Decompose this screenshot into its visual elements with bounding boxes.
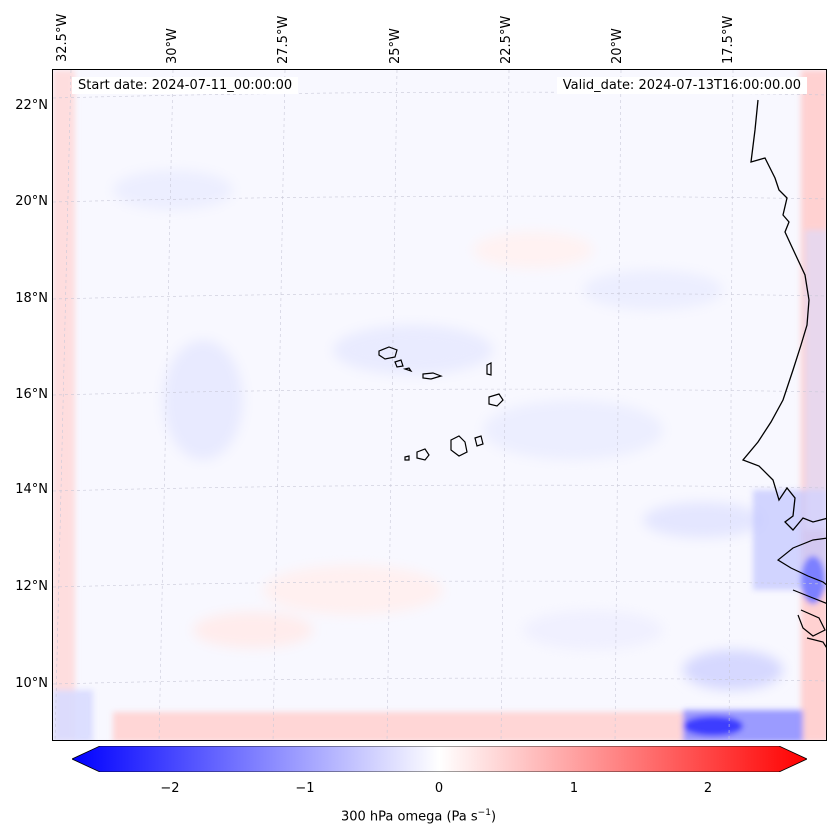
colorbar-title-sup: −1 xyxy=(477,808,491,818)
island-brava xyxy=(404,455,410,461)
colorbar-tick-label: 0 xyxy=(434,781,444,796)
island-sao-vicente xyxy=(394,359,404,368)
lat-label-14n: 14°N xyxy=(15,482,48,497)
lon-label-17-5w: 17.5°W xyxy=(721,15,736,64)
lon-label-22-5w: 22.5°W xyxy=(499,15,514,64)
island-boa-vista xyxy=(488,393,504,407)
africa-coastline xyxy=(741,99,826,531)
lat-label-12n: 12°N xyxy=(15,579,48,594)
lon-label-27-5w: 27.5°W xyxy=(276,15,291,64)
lat-label-22n: 22°N xyxy=(15,98,48,113)
island-santo-antao xyxy=(378,346,398,360)
lon-label-20w: 20°W xyxy=(610,28,625,64)
africa-coastline-south xyxy=(776,537,826,648)
lat-label-16n: 16°N xyxy=(15,387,48,402)
colorbar-tick-label: −1 xyxy=(295,781,315,796)
map-canvas xyxy=(53,70,826,740)
boundary-zones xyxy=(53,70,826,740)
omega-map xyxy=(52,69,827,741)
lat-label-10n: 10°N xyxy=(15,676,48,691)
colorbar-title-main: 300 hPa omega (Pa s xyxy=(340,809,478,825)
colorbar-body xyxy=(72,746,807,772)
colorbar-title-end: ) xyxy=(490,809,497,825)
colorbar-tick-label: 1 xyxy=(569,781,579,796)
island-fogo xyxy=(416,448,430,461)
graticule xyxy=(53,70,826,740)
lon-label-30w: 30°W xyxy=(165,28,180,64)
island-maio xyxy=(474,435,484,447)
colorbar-title: 300 hPa omega (Pa s−1) xyxy=(0,808,837,824)
colorbar-tick-label: −2 xyxy=(160,781,180,796)
weak-anomalies xyxy=(113,170,783,690)
island-santiago xyxy=(450,435,468,457)
lat-label-20n: 20°N xyxy=(15,194,48,209)
island-sao-nicolau xyxy=(422,372,443,380)
start-date-label: Start date: 2024-07-11_00:00:00 xyxy=(72,77,299,94)
island-santa-luzia xyxy=(402,367,413,373)
lat-label-18n: 18°N xyxy=(15,291,48,306)
colorbar-tick-label: 2 xyxy=(703,781,713,796)
island-sal xyxy=(486,362,492,376)
lon-label-32-5w: 32.5°W xyxy=(55,13,70,62)
lon-label-25w: 25°W xyxy=(388,28,403,64)
colorbar xyxy=(72,746,807,772)
valid-date-label: Valid_date: 2024-07-13T16:00:00.00 xyxy=(556,77,807,94)
cape-verde-islands xyxy=(378,346,504,461)
